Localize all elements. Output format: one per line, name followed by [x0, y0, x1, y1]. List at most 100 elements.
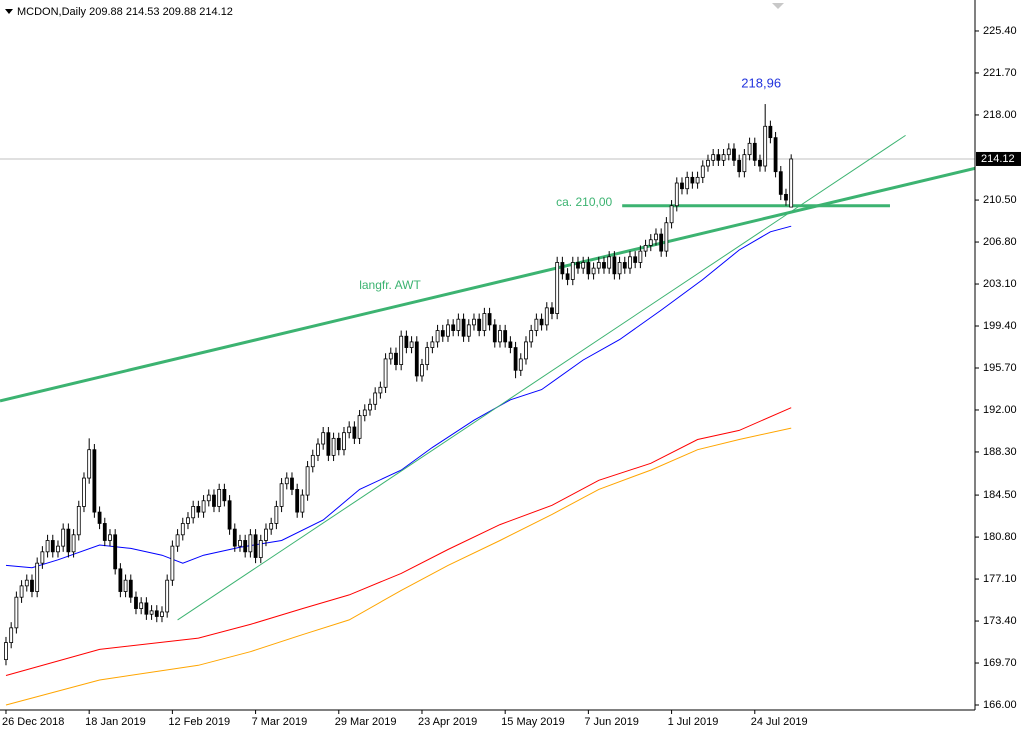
- line-label: ca. 210,00: [556, 195, 612, 209]
- candle-body: [659, 233, 664, 252]
- candle-body: [638, 250, 643, 263]
- candle-body: [440, 330, 445, 337]
- shift-marker: [772, 3, 784, 9]
- candle-body: [487, 313, 492, 326]
- candle-body: [118, 568, 123, 592]
- candle-body: [560, 262, 565, 275]
- candle-body: [331, 437, 336, 456]
- y-tick-label: 188.30: [983, 446, 1017, 458]
- candle-body: [201, 500, 206, 513]
- y-tick-label: 206.80: [983, 236, 1017, 248]
- candle-body: [617, 262, 622, 275]
- candle-body: [706, 159, 710, 167]
- candle-body: [92, 449, 97, 513]
- candle-body: [456, 318, 461, 331]
- y-tick-label: 218.00: [983, 109, 1017, 121]
- candle-body: [24, 579, 29, 587]
- candle-body: [326, 432, 331, 456]
- candle-body: [461, 318, 466, 337]
- candle-body: [186, 517, 190, 524]
- plot-area: [0, 104, 975, 706]
- candle-body: [695, 176, 700, 184]
- candle-body: [295, 489, 300, 513]
- candle-body: [778, 171, 783, 195]
- candle-body: [430, 341, 435, 348]
- candle-body: [742, 154, 747, 173]
- candle-body: [435, 330, 440, 343]
- candle-body: [726, 148, 731, 156]
- candle-body: [492, 324, 497, 343]
- candle-body: [76, 506, 81, 536]
- candle-body: [721, 154, 726, 161]
- candle-body: [482, 313, 487, 331]
- candle-body: [284, 477, 289, 485]
- candle-body: [274, 506, 279, 524]
- trend-line: [177, 134, 906, 621]
- candle-body: [669, 205, 674, 224]
- candle-body: [378, 386, 383, 394]
- y-tick-label: 195.70: [983, 362, 1017, 374]
- candle-body: [425, 347, 430, 365]
- candle-body: [716, 154, 721, 161]
- y-tick-label: 192.00: [983, 404, 1017, 416]
- candle-body: [4, 642, 8, 661]
- candle-body: [596, 262, 601, 269]
- candle-body: [362, 409, 367, 417]
- candle-body: [123, 579, 128, 592]
- candle-body: [269, 523, 274, 530]
- candle-body: [784, 193, 788, 201]
- candle-body: [612, 256, 617, 275]
- candle-body: [524, 341, 528, 360]
- candle-body: [347, 426, 352, 434]
- candle-body: [414, 341, 419, 377]
- menu-arrow: [5, 9, 13, 14]
- x-tick-label: 1 Jul 2019: [668, 716, 719, 728]
- price-box: [976, 151, 1021, 166]
- candle-body: [342, 432, 346, 451]
- candle-body: [19, 585, 24, 598]
- candle-body: [768, 125, 773, 139]
- y-tick-label: 180.80: [983, 531, 1017, 543]
- y-tick-label: 177.10: [983, 573, 1017, 585]
- candle-body: [9, 627, 14, 643]
- candle-body: [66, 528, 71, 553]
- candle-body: [700, 165, 705, 178]
- candle-body: [160, 611, 164, 617]
- candle-body: [258, 540, 263, 558]
- candle-body: [451, 324, 456, 331]
- candle-body: [394, 352, 398, 365]
- candle-body: [232, 528, 237, 547]
- candle-body: [758, 159, 762, 167]
- candle-body: [279, 483, 284, 507]
- x-tick-label: 29 Mar 2019: [335, 716, 397, 728]
- candle-body: [227, 500, 232, 530]
- candle-body: [14, 596, 19, 629]
- y-tick-label: 210.50: [983, 194, 1017, 206]
- candle-body: [399, 335, 404, 365]
- candle-body: [576, 262, 580, 269]
- moving-average: [5, 427, 792, 706]
- candle-body: [357, 415, 362, 439]
- candle-body: [61, 528, 66, 547]
- candle-body: [82, 477, 86, 507]
- candle-body: [30, 579, 34, 592]
- y-tick-label: 225.40: [983, 25, 1017, 37]
- candle-body: [565, 273, 570, 280]
- candle-body: [763, 125, 768, 167]
- candle-body: [602, 262, 606, 269]
- candle-body: [581, 262, 586, 269]
- candle-body: [513, 347, 518, 371]
- candle-body: [498, 330, 502, 343]
- candle-body: [300, 494, 305, 513]
- candle-body: [529, 330, 534, 343]
- candle-body: [539, 318, 544, 326]
- candle-body: [139, 602, 144, 609]
- candle-body: [773, 137, 778, 173]
- candle-body: [648, 239, 653, 246]
- candle-body: [248, 534, 253, 553]
- candle-body: [253, 534, 258, 558]
- candle-body: [97, 511, 102, 524]
- candle-body: [310, 454, 315, 468]
- candle-body: [622, 262, 627, 269]
- candle-body: [87, 449, 92, 479]
